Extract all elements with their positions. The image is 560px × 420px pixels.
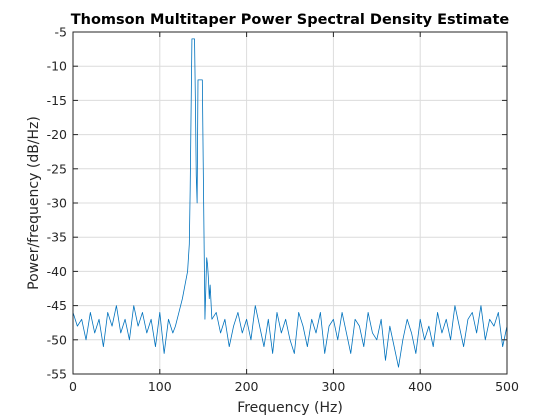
y-tick-label: -25: [47, 161, 67, 176]
y-tick-label: -35: [47, 230, 67, 245]
x-axis-label: Frequency (Hz): [237, 400, 343, 416]
grid-lines: [72, 31, 508, 375]
chart-title: Thomson Multitaper Power Spectral Densit…: [71, 12, 510, 28]
y-tick-label: -5: [55, 25, 67, 40]
y-tick-label: -55: [47, 367, 67, 382]
x-tick-label: 400: [408, 379, 432, 394]
psd-series-line: [72, 38, 508, 368]
y-axis-label: Power/frequency (dB/Hz): [26, 116, 42, 290]
x-tick-label: 300: [321, 379, 345, 394]
x-tick-label: 100: [148, 379, 172, 394]
x-tick-label: 500: [495, 379, 519, 394]
y-tick-label: -15: [47, 93, 67, 108]
x-tick-label: 0: [69, 379, 77, 394]
y-tick-label: -50: [47, 332, 67, 347]
y-tick-label: -30: [47, 196, 67, 211]
y-tick-label: -45: [47, 298, 67, 313]
y-tick-label: -20: [47, 127, 67, 142]
x-tick-label: 200: [235, 379, 259, 394]
axis-ticks: 0 100 200 300 400 500 -5 -10 -15 -20 -25 -30 -35 -40 -…: [47, 25, 519, 395]
y-tick-label: -40: [47, 264, 67, 279]
y-tick-label: -10: [47, 59, 67, 74]
